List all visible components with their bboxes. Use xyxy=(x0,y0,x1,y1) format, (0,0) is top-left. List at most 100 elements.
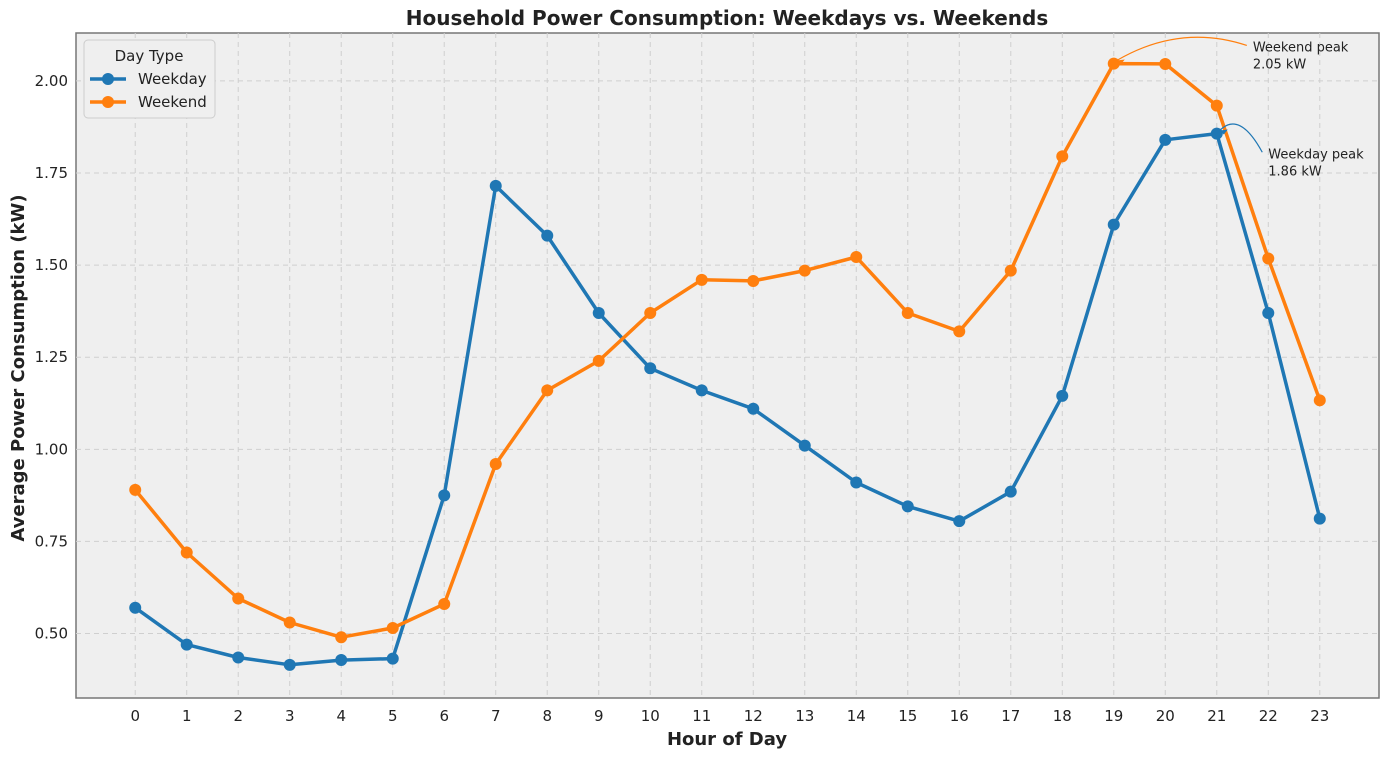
plot-area xyxy=(75,32,1380,699)
data-point-weekend xyxy=(283,616,296,629)
legend-marker-weekend xyxy=(102,96,114,108)
data-point-weekend xyxy=(1313,394,1326,407)
y-tick-label: 0.50 xyxy=(35,625,68,643)
data-point-weekday xyxy=(541,229,554,242)
data-point-weekday xyxy=(798,439,811,452)
x-tick-label: 11 xyxy=(692,707,711,725)
y-axis-title: Average Power Consumption (kW) xyxy=(8,194,29,541)
x-tick-label: 8 xyxy=(542,707,552,725)
y-axis-ticks: 0.50 0.75 1.00 1.25 1.50 1.75 2.00 xyxy=(35,72,68,643)
data-point-weekday xyxy=(747,402,760,415)
x-tick-label: 9 xyxy=(594,707,604,725)
data-point-weekend xyxy=(695,273,708,286)
x-tick-label: 1 xyxy=(182,707,192,725)
x-tick-label: 2 xyxy=(233,707,243,725)
legend-box xyxy=(83,39,216,119)
data-point-weekday xyxy=(489,179,502,192)
data-point-weekend xyxy=(541,384,554,397)
data-point-weekday xyxy=(180,638,193,651)
chart-title: Household Power Consumption: Weekdays vs… xyxy=(406,6,1049,30)
x-tick-label: 17 xyxy=(1001,707,1020,725)
x-tick-label: 19 xyxy=(1104,707,1123,725)
data-point-weekend xyxy=(798,264,811,277)
series-line-weekend xyxy=(133,61,1322,639)
y-tick-label: 0.75 xyxy=(35,532,68,550)
data-point-weekday xyxy=(283,658,296,671)
x-tick-label: 14 xyxy=(847,707,866,725)
legend-label-weekday: Weekday xyxy=(138,70,207,88)
data-point-weekday xyxy=(592,307,605,319)
x-tick-label: 5 xyxy=(388,707,398,725)
data-point-weekday xyxy=(850,476,863,489)
data-point-weekend xyxy=(1056,150,1069,163)
data-point-weekend xyxy=(644,307,657,319)
data-point-weekend xyxy=(1262,252,1275,265)
data-point-weekday xyxy=(1210,127,1223,140)
grid xyxy=(76,33,1379,698)
data-point-weekday xyxy=(1262,307,1275,319)
x-tick-label: 21 xyxy=(1207,707,1226,725)
x-tick-label: 22 xyxy=(1259,707,1278,725)
annotation-value: 2.05 kW xyxy=(1253,57,1307,72)
data-point-weekend xyxy=(1107,57,1120,70)
x-tick-label: 23 xyxy=(1310,707,1329,725)
x-tick-label: 18 xyxy=(1053,707,1072,725)
data-point-weekend xyxy=(850,251,863,263)
annotation-value: 1.86 kW xyxy=(1268,164,1322,179)
y-tick-label: 1.00 xyxy=(35,440,68,458)
data-point-weekday xyxy=(335,654,348,667)
annotations: Weekend peak 2.05 kW Weekday peak 1.86 kW xyxy=(1116,36,1364,179)
legend-marker-weekday xyxy=(102,73,114,85)
data-point-weekday xyxy=(1159,133,1172,146)
data-point-weekday xyxy=(129,601,142,614)
annotation-weekend-peak: Weekend peak 2.05 kW xyxy=(1116,36,1349,72)
annotation-arrowhead xyxy=(1219,129,1228,135)
x-axis-ticks: 0 1 2 3 4 5 6 7 8 9 10 11 12 13 14 15 16 17 18 19 20 21 22 23 xyxy=(130,707,1329,725)
x-tick-label: 10 xyxy=(641,707,660,725)
data-point-weekend xyxy=(489,458,502,471)
data-point-weekend xyxy=(129,483,142,496)
x-tick-label: 20 xyxy=(1156,707,1175,725)
legend: Day Type Weekday Weekend xyxy=(83,39,216,119)
annotation-arrow xyxy=(1219,123,1263,153)
data-point-weekday xyxy=(232,651,245,664)
series-weekend xyxy=(129,57,1326,644)
legend-label-weekend: Weekend xyxy=(138,93,207,111)
annotation-arrow xyxy=(1116,36,1248,61)
data-point-weekday xyxy=(386,652,399,665)
data-point-weekend xyxy=(232,592,245,605)
series-line-weekday xyxy=(134,131,1322,667)
data-point-weekday xyxy=(644,362,657,375)
data-point-weekday xyxy=(695,384,708,397)
data-point-weekend xyxy=(1004,264,1017,277)
data-point-weekday xyxy=(1056,389,1069,402)
data-point-weekday xyxy=(1004,485,1017,498)
data-point-weekday xyxy=(953,515,966,528)
data-point-weekday xyxy=(438,489,451,502)
x-tick-label: 0 xyxy=(130,707,140,725)
data-point-weekend xyxy=(1210,99,1223,112)
y-tick-label: 2.00 xyxy=(35,72,68,90)
data-point-weekday xyxy=(1313,512,1326,525)
data-point-weekend xyxy=(335,631,348,644)
annotation-weekday-peak: Weekday peak 1.86 kW xyxy=(1219,123,1364,179)
annotation-label: Weekday peak xyxy=(1268,147,1364,162)
x-tick-label: 15 xyxy=(898,707,917,725)
y-tick-label: 1.75 xyxy=(35,164,68,182)
data-point-weekday xyxy=(1107,218,1120,231)
annotation-label: Weekend peak xyxy=(1253,40,1349,55)
data-point-weekend xyxy=(180,546,193,559)
data-point-weekend xyxy=(592,354,605,367)
x-tick-label: 7 xyxy=(491,707,501,725)
data-point-weekend xyxy=(901,307,914,319)
x-tick-label: 6 xyxy=(439,707,449,725)
data-point-weekend xyxy=(747,274,760,287)
data-point-weekend xyxy=(438,598,451,611)
x-tick-label: 13 xyxy=(795,707,814,725)
data-point-weekend xyxy=(386,622,399,634)
x-tick-label: 3 xyxy=(285,707,295,725)
x-tick-label: 12 xyxy=(744,707,763,725)
x-axis-title: Hour of Day xyxy=(667,729,787,750)
legend-title: Day Type xyxy=(115,47,184,65)
series-weekday xyxy=(129,127,1326,671)
